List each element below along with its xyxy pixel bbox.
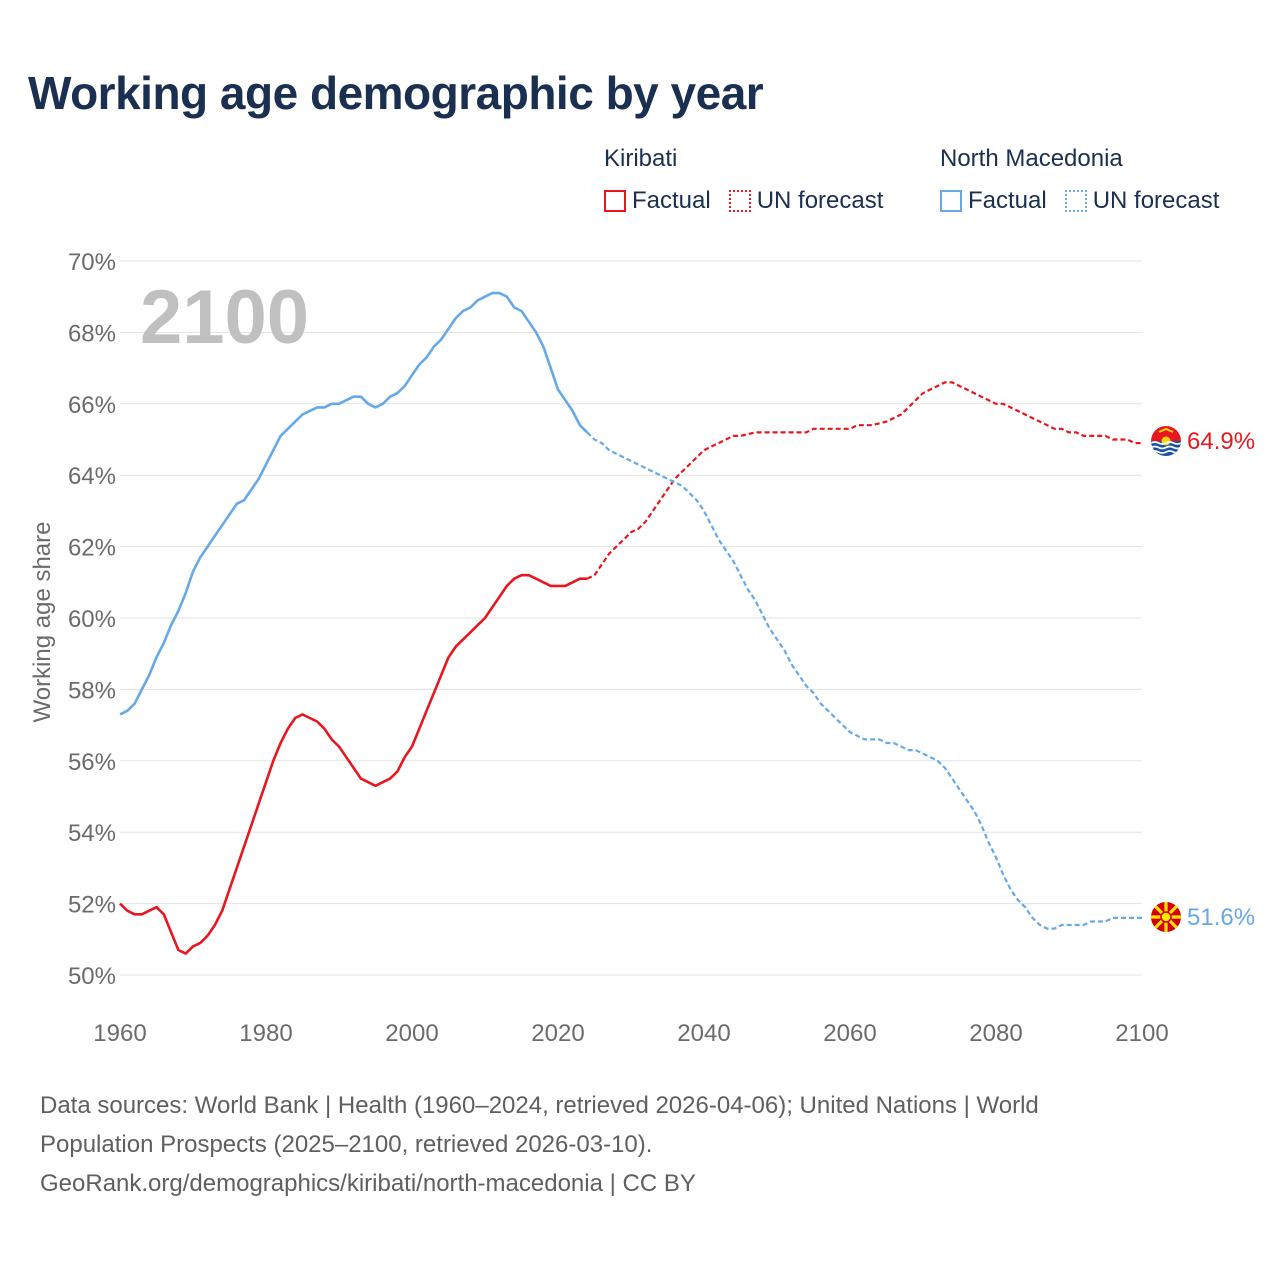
legend-item-kiribati-factual[interactable]: Factual xyxy=(604,187,711,215)
x-tick-label: 2080 xyxy=(969,1020,1022,1047)
x-tick-label: 2060 xyxy=(823,1020,876,1047)
x-tick-label: 2040 xyxy=(677,1020,730,1047)
legend-group-name: North Macedonia xyxy=(940,145,1123,172)
legend-north-macedonia: North Macedonia Factual UN forecast xyxy=(940,145,1237,215)
x-tick-label: 2000 xyxy=(385,1020,438,1047)
y-tick-label: 66% xyxy=(68,392,116,419)
north-macedonia-end-label: 51.6% xyxy=(1187,904,1255,931)
x-tick-label: 2020 xyxy=(531,1020,584,1047)
data-sources-line: Population Prospects (2025–2100, retriev… xyxy=(40,1131,653,1158)
year-watermark: 2100 xyxy=(140,275,309,360)
legend-kiribati: Kiribati Factual UN forecast xyxy=(604,145,901,215)
y-tick-label: 58% xyxy=(68,677,116,704)
chart-title: Working age demographic by year xyxy=(28,67,764,119)
y-tick-label: 50% xyxy=(68,963,116,990)
dotted-swatch-icon xyxy=(728,190,751,212)
kiribati-flag-icon xyxy=(1151,426,1181,456)
y-tick-label: 62% xyxy=(68,535,116,562)
legend-item-north-macedonia-forecast[interactable]: UN forecast xyxy=(1064,187,1220,215)
north-macedonia-forecast-line[interactable] xyxy=(586,431,1142,930)
line-chart: 2100 50% 52% 54% 56% 58% 60% 62% 64% 66% 68% 70% 1… xyxy=(29,249,1255,1047)
legend-item-kiribati-forecast[interactable]: UN forecast xyxy=(728,187,884,215)
y-tick-label: 56% xyxy=(68,749,116,776)
dotted-swatch-icon xyxy=(1064,190,1087,212)
north-macedonia-factual-line[interactable] xyxy=(119,291,589,716)
legend-label: UN forecast xyxy=(756,187,884,214)
y-tick-label: 64% xyxy=(68,463,116,490)
footer: Data sources: World Bank | Health (1960–… xyxy=(40,1086,1220,1203)
y-tick-label: 70% xyxy=(68,249,116,276)
legend-group-name: Kiribati xyxy=(604,145,678,172)
y-tick-label: 54% xyxy=(68,820,116,847)
y-tick-label: 60% xyxy=(68,606,116,633)
x-tick-label: 2100 xyxy=(1115,1020,1168,1047)
source-link[interactable]: GeoRank.org/demographics/kiribati/north-… xyxy=(40,1170,696,1197)
solid-swatch-icon xyxy=(940,190,962,212)
solid-swatch-icon xyxy=(604,190,626,212)
y-tick-label: 52% xyxy=(68,892,116,919)
kiribati-factual-line[interactable] xyxy=(119,573,588,955)
y-axis-label: Working age share xyxy=(29,522,56,723)
north-macedonia-flag-icon xyxy=(1151,902,1181,932)
legend-label: UN forecast xyxy=(1092,187,1220,214)
data-sources-line: Data sources: World Bank | Health (1960–… xyxy=(40,1092,1039,1119)
legend-label: Factual xyxy=(632,187,711,214)
kiribati-end-label: 64.9% xyxy=(1187,428,1255,455)
x-tick-label: 1960 xyxy=(93,1020,146,1047)
y-tick-label: 68% xyxy=(68,320,116,347)
legend-label: Factual xyxy=(968,187,1047,214)
x-tick-label: 1980 xyxy=(239,1020,292,1047)
kiribati-forecast-line[interactable] xyxy=(586,381,1142,580)
legend-item-north-macedonia-factual[interactable]: Factual xyxy=(940,187,1047,215)
